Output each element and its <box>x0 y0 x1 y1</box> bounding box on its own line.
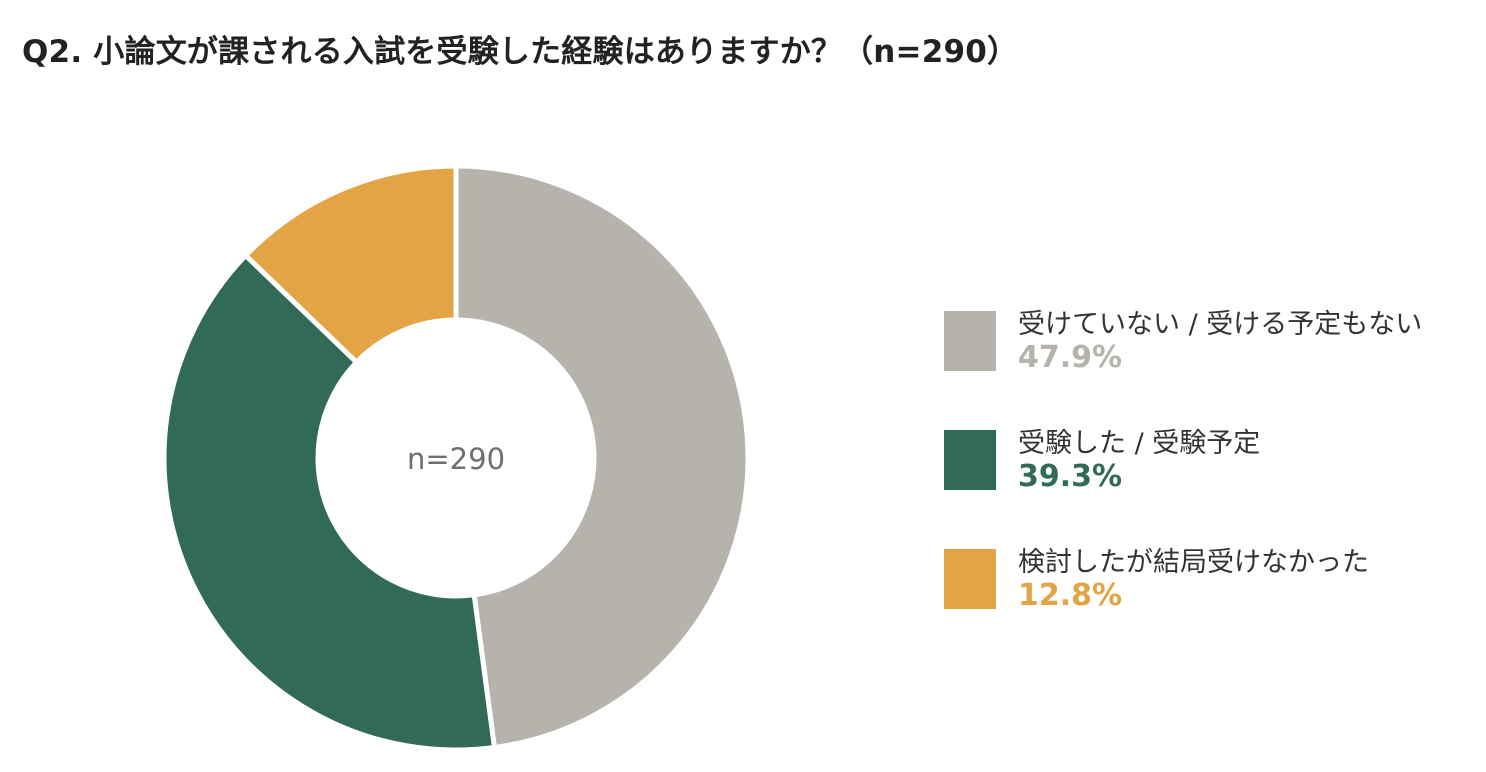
legend-value: 12.8% <box>1018 578 1123 613</box>
slice-considered <box>242 163 459 366</box>
donut-slices <box>161 163 751 753</box>
legend-label: 受験した / 受験予定 <box>1018 428 1261 459</box>
chart-title: Q2. 小論文が課される入試を受験した経験はありますか？（n=290） <box>22 34 1019 70</box>
legend-value: 39.3% <box>1018 459 1123 494</box>
legend-item-taken: 受験した / 受験予定 39.3% <box>944 428 1484 494</box>
slice-taken <box>161 251 498 753</box>
legend-item-considered: 検討したが結局受けなかった 12.8% <box>944 547 1484 613</box>
legend-value: 47.9% <box>1018 340 1123 375</box>
legend-swatch <box>944 430 996 490</box>
legend-swatch <box>944 311 996 371</box>
legend-label: 検討したが結局受けなかった <box>1018 547 1369 578</box>
slice-not-taken <box>453 163 751 751</box>
legend-label: 受けていない / 受ける予定もない <box>1018 309 1423 340</box>
legend: 受けていない / 受ける予定もない 47.9% 受験した / 受験予定 39.3… <box>944 0 1484 772</box>
legend-swatch <box>944 549 996 609</box>
center-label: n=290 <box>407 442 505 476</box>
legend-item-not-taken: 受けていない / 受ける予定もない 47.9% <box>944 309 1484 375</box>
